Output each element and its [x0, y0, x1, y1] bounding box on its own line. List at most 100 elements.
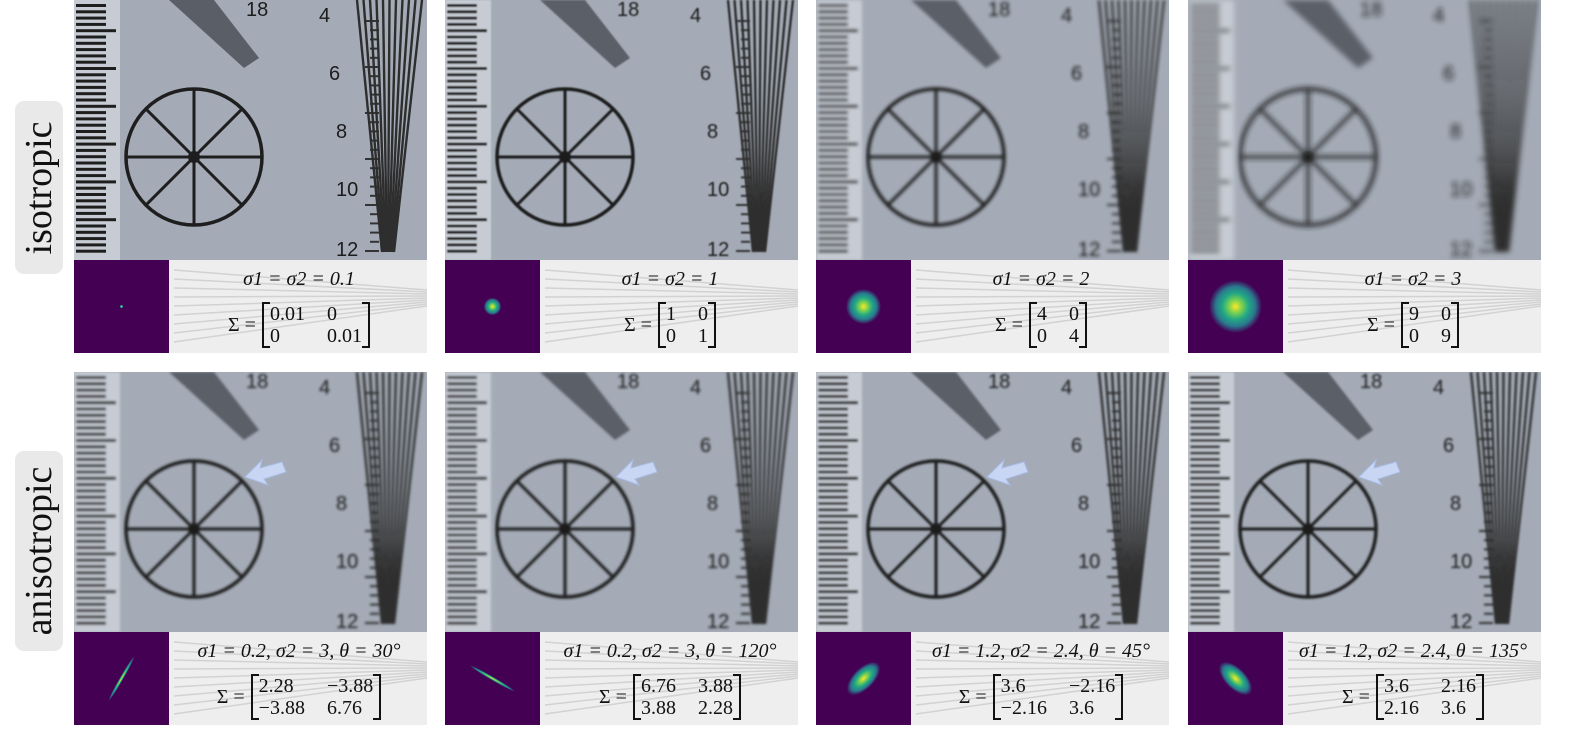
bar-line	[447, 470, 477, 474]
bar-line	[818, 558, 848, 562]
scale-tick	[1107, 622, 1121, 624]
matrix-cell: 3.88	[640, 697, 676, 719]
bar-line	[447, 464, 477, 468]
bar-line	[76, 67, 116, 70]
bar-line	[447, 394, 477, 398]
bar-line	[447, 243, 477, 247]
wheel-spoke	[563, 107, 615, 159]
fan-line	[762, 0, 788, 253]
scale-tick	[1484, 194, 1493, 197]
chart-tick-label: 10	[1078, 551, 1100, 573]
bar-line	[1190, 16, 1220, 20]
kernel-params: σ1 = 0.2, σ2 = 3, θ = 120°	[563, 640, 777, 662]
bar-line	[818, 388, 848, 392]
info-background	[915, 641, 1169, 715]
chart-tick-label: 18	[1360, 0, 1382, 21]
bar-line	[447, 67, 487, 70]
bar-line	[818, 520, 848, 524]
fan-line	[760, 372, 775, 625]
bar-line	[1190, 73, 1220, 77]
chart-tick-label: 18	[617, 372, 639, 393]
bar-line	[818, 98, 848, 102]
wheel-spoke	[1258, 155, 1310, 207]
wheel-spoke	[886, 107, 938, 159]
bar-line	[447, 552, 487, 556]
bar-line	[76, 104, 116, 108]
bar-line	[447, 10, 477, 14]
bar-line	[447, 596, 477, 600]
bar-line	[76, 457, 106, 461]
bar-line	[818, 621, 848, 625]
bar-line	[818, 457, 848, 461]
chart-tick-label: 8	[1078, 493, 1089, 515]
chart-tick-label: 6	[329, 435, 340, 457]
bar-line	[76, 476, 116, 480]
kernel-heatmap	[74, 260, 169, 353]
bar-line	[818, 546, 848, 550]
fan-line	[746, 372, 758, 625]
bar-line	[76, 186, 106, 190]
bar-line	[76, 571, 106, 575]
matrix-cell: 9	[1440, 325, 1451, 347]
test-chart-image: 18 4 6 8 10 12	[74, 372, 427, 632]
kernel-heatmap	[445, 632, 540, 725]
diagonal-band	[1283, 0, 1373, 68]
bar-line	[1190, 401, 1230, 405]
bar-line	[447, 98, 477, 102]
chart-tick-label: 8	[707, 493, 718, 515]
fan-line	[1502, 372, 1512, 625]
wheel-spoke	[144, 107, 196, 159]
bar-line	[818, 249, 848, 253]
bar-line	[1190, 470, 1220, 474]
bar-line	[1190, 98, 1220, 102]
bar-line	[1190, 407, 1220, 411]
bar-line	[1190, 218, 1230, 222]
bar-line	[76, 193, 106, 196]
scale-tick	[370, 121, 379, 124]
matrix-cell: 1	[697, 325, 708, 347]
bar-line	[1190, 92, 1220, 96]
bar-line	[818, 186, 848, 190]
diagonal-band	[169, 0, 259, 68]
bar-line	[818, 464, 848, 468]
bar-line	[447, 41, 477, 45]
bar-line	[447, 476, 487, 480]
kernel-heatmap	[816, 632, 911, 725]
bar-line	[76, 92, 106, 96]
bar-line	[447, 111, 477, 115]
bar-line	[1190, 148, 1220, 152]
bar-line	[1190, 142, 1230, 146]
bar-line	[447, 224, 477, 228]
wheel-spoke	[934, 479, 986, 531]
bar-line	[1190, 237, 1220, 241]
bar-line	[76, 142, 116, 146]
bar-line	[76, 489, 106, 493]
bar-line	[76, 401, 116, 405]
kernel-blob	[119, 304, 124, 309]
bar-line	[818, 577, 848, 581]
bar-line	[76, 508, 106, 512]
scale-tick	[370, 493, 379, 496]
bar-line	[1190, 22, 1220, 26]
bar-line	[818, 470, 848, 474]
wheel-spoke	[1306, 527, 1358, 579]
bar-line	[818, 243, 848, 247]
bar-line	[76, 426, 106, 430]
bar-line	[1190, 527, 1220, 531]
test-chart-image: 18 4 6 8 10 12	[74, 0, 427, 260]
chart-tick-label: 8	[336, 121, 347, 143]
matrix-cell: 2.28	[258, 675, 294, 697]
bar-line	[818, 602, 848, 606]
scale-tick	[1112, 612, 1121, 615]
matrix-cell: −3.88	[326, 675, 374, 697]
chart-tick-label: 10	[707, 179, 729, 201]
fan-line	[733, 372, 756, 625]
bar-line	[447, 520, 477, 524]
kernel-blob	[483, 297, 502, 316]
bar-line	[1190, 609, 1220, 613]
wheel-spoke	[144, 155, 196, 207]
wheel-spoke	[563, 155, 615, 207]
bar-line	[818, 73, 848, 77]
chart-tick-label: 4	[319, 377, 330, 399]
fan-line	[1489, 0, 1501, 253]
